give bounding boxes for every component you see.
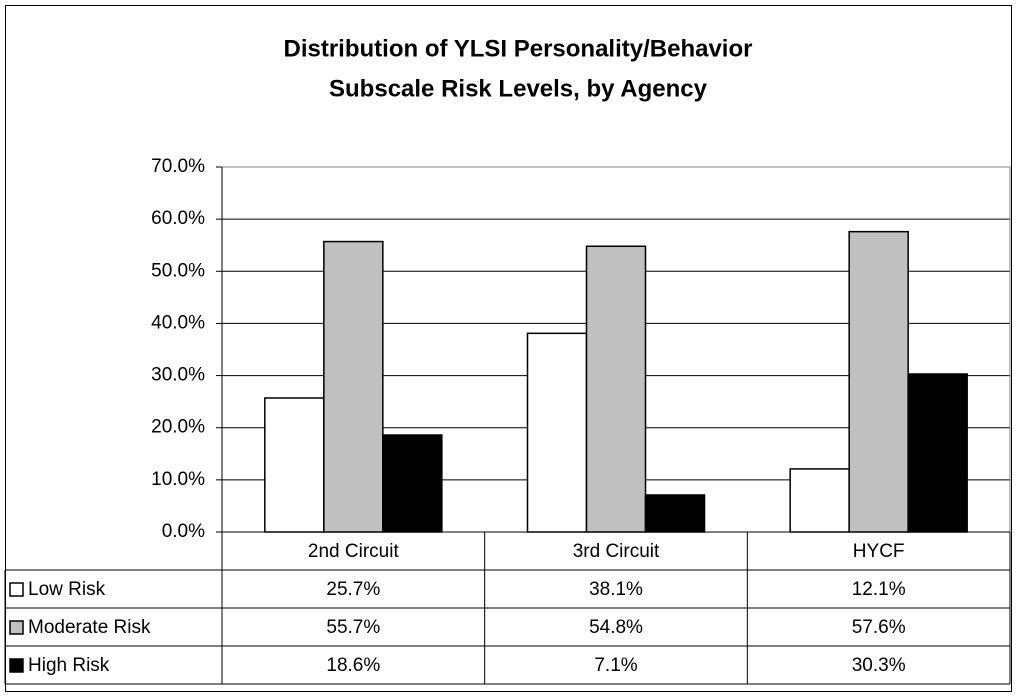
value-label: 12.1% [852, 579, 906, 600]
x-tick-label: 2nd Circuit [308, 541, 400, 562]
value-label: 54.8% [589, 617, 643, 638]
value-label: 30.3% [852, 655, 906, 676]
legend-key [9, 658, 24, 673]
legend-key [9, 582, 24, 597]
value-label: 57.6% [852, 617, 906, 638]
legend-label: Moderate Risk [28, 617, 151, 638]
legend-label: High Risk [28, 655, 110, 676]
bar [644, 494, 706, 533]
value-label: 38.1% [589, 579, 643, 600]
value-label: 18.6% [326, 655, 380, 676]
y-tick-label: 30.0% [151, 365, 205, 386]
y-tick-label: 20.0% [151, 417, 205, 438]
legend-key [9, 620, 24, 635]
x-tick-label: 3rd Circuit [573, 541, 660, 562]
chart-title: Subscale Risk Levels, by Agency [329, 75, 708, 102]
y-tick-label: 40.0% [151, 312, 205, 333]
bar [907, 373, 968, 533]
y-tick-label: 70.0% [151, 156, 205, 177]
y-tick-label: 60.0% [151, 208, 205, 229]
bar [789, 468, 850, 533]
y-tick-label: 10.0% [151, 469, 205, 490]
legend-label: Low Risk [28, 579, 106, 600]
value-label: 25.7% [326, 579, 380, 600]
value-label: 7.1% [594, 655, 637, 676]
bar [848, 230, 909, 533]
y-tick-label: 0.0% [162, 521, 205, 542]
bar [526, 332, 588, 533]
chart-title: Distribution of YLSI Personality/Behavio… [284, 35, 753, 62]
bar [585, 245, 647, 533]
x-tick-label: HYCF [853, 541, 905, 562]
bar [382, 434, 443, 533]
y-tick-label: 50.0% [151, 260, 205, 281]
chart-border [5, 5, 1012, 692]
bar [264, 397, 325, 533]
bar [323, 240, 384, 533]
value-label: 55.7% [326, 617, 380, 638]
